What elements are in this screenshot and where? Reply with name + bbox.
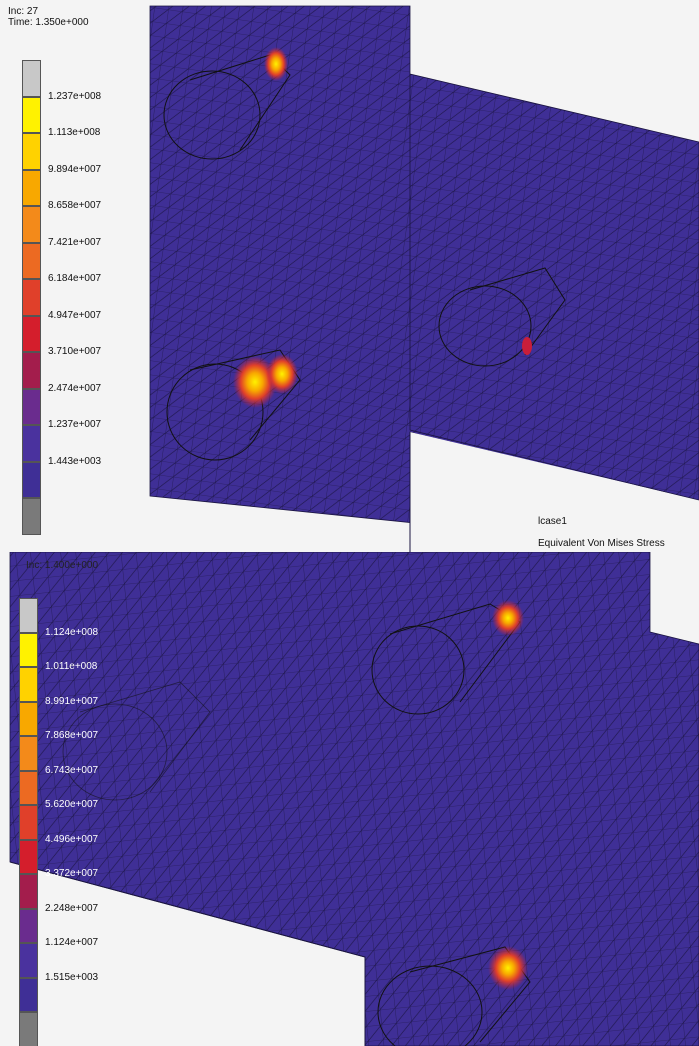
legend-value-label: 6.743e+007 <box>45 764 99 776</box>
legend-swatch <box>22 498 41 535</box>
legend-value-label: 3.710e+007 <box>48 346 102 357</box>
legend-value-label: 2.474e+007 <box>48 382 102 394</box>
legend-swatch <box>22 60 41 97</box>
bottom-bolt-upper <box>371 600 524 715</box>
legend-swatch <box>22 206 41 243</box>
legend-swatch <box>19 977 38 1012</box>
legend-swatch <box>22 352 41 389</box>
legend-value-label: 8.991e+007 <box>45 695 99 707</box>
top-fea-mesh-plot <box>149 5 699 552</box>
legend-value-label: 1.124e+007 <box>45 937 99 948</box>
legend-value-label: 1.515e+003 <box>45 971 99 983</box>
legend-swatch <box>22 279 41 316</box>
legend-swatch <box>22 169 41 206</box>
bottom-fea-mesh-plot <box>9 552 699 1046</box>
bottom-bolt-left <box>62 681 211 801</box>
legend-value-label: 1.237e+007 <box>48 419 102 430</box>
legend-value-label: 2.248e+007 <box>45 902 99 914</box>
legend-value-label: 8.658e+007 <box>48 200 102 211</box>
increment-label: Inc: 27 <box>8 6 39 17</box>
legend-value-label: 4.947e+007 <box>48 309 102 321</box>
legend-swatch <box>19 805 38 840</box>
legend-value-label: 1.124e+008 <box>45 626 99 638</box>
top-bolt-lower <box>166 349 301 461</box>
legend-value-label: 7.421e+007 <box>48 236 102 248</box>
legend-value-label: 6.184e+007 <box>48 273 102 284</box>
legend-swatch <box>22 388 41 425</box>
load-case-label: lcase1 <box>538 516 567 527</box>
time-label: Time: 1.350e+000 <box>8 17 89 28</box>
hot-spot <box>492 600 524 636</box>
bottom-stress-view: Inc: 1.400e+000 1.124e+008 1.011e+008 8.99… <box>0 552 699 1046</box>
legend-swatch <box>19 598 38 633</box>
hot-spot <box>264 47 288 81</box>
legend-value-label: 3.372e+007 <box>45 868 99 879</box>
legend-value-label: 1.011e+008 <box>45 661 98 672</box>
legend-swatch <box>19 839 38 874</box>
legend-swatch <box>19 908 38 943</box>
top-plate-lower-block <box>410 432 699 552</box>
legend-value-label: 4.496e+007 <box>45 833 99 845</box>
bottom-bolt-lower <box>377 946 531 1046</box>
legend-swatch <box>22 242 41 279</box>
hot-spot <box>233 356 277 408</box>
legend-swatch <box>19 667 38 702</box>
hot-spot <box>266 354 298 394</box>
hot-spot <box>488 946 528 990</box>
legend-value-label: 5.620e+007 <box>45 799 99 810</box>
legend-value-label: 7.868e+007 <box>45 730 99 741</box>
legend-value-label: 1.113e+008 <box>48 127 101 138</box>
legend-swatch <box>19 874 38 909</box>
legend-swatch <box>22 133 41 170</box>
result-type-label: Equivalent Von Mises Stress <box>538 538 665 549</box>
legend-value-label: 1.237e+008 <box>48 90 102 102</box>
legend-swatch <box>19 1012 38 1046</box>
top-bolt-right <box>438 267 566 367</box>
legend-swatch <box>19 770 38 805</box>
legend-value-label: 9.894e+007 <box>48 163 102 175</box>
legend-swatch <box>22 315 41 352</box>
bottom-plate <box>9 552 699 1046</box>
legend-swatch <box>22 96 41 133</box>
legend-swatch <box>22 425 41 462</box>
top-bolt-upper <box>163 47 291 160</box>
legend-value-label: 1.443e+003 <box>48 455 102 467</box>
legend-swatch <box>19 736 38 771</box>
legend-swatch <box>22 461 41 498</box>
legend-swatch <box>19 632 38 667</box>
top-stress-view: Inc: 27 Time: 1.350e+000 1.237e+008 1.113… <box>8 5 699 552</box>
legend-swatch <box>19 701 38 736</box>
increment-label: Inc: 1.400e+000 <box>26 560 99 571</box>
legend-swatch <box>19 943 38 978</box>
